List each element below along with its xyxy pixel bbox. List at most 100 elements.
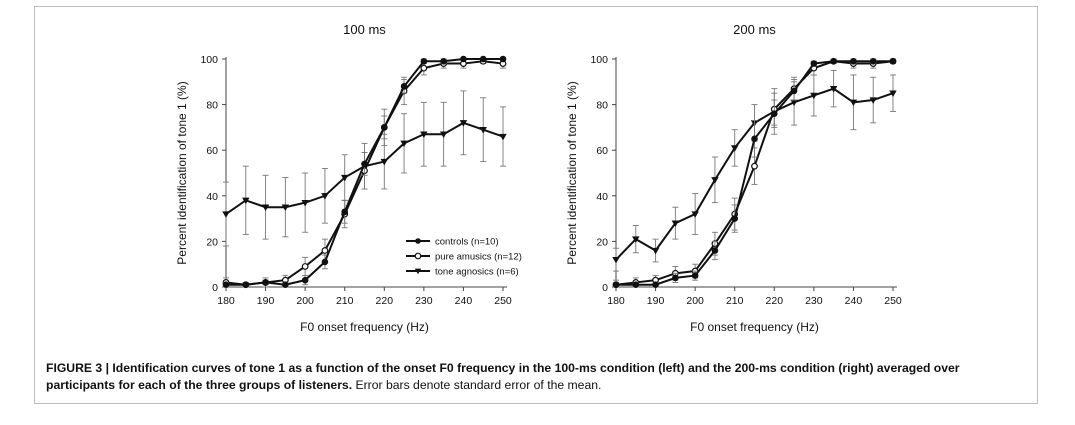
data-point	[672, 274, 679, 282]
x-tick-label: 250	[884, 295, 902, 307]
data-point	[321, 258, 329, 266]
y-axis-label: Percent identification of tone 1 (%)	[175, 81, 189, 264]
data-point	[829, 85, 838, 93]
caption-label: FIGURE 3 |	[46, 361, 113, 375]
legend-label: controls (n=10)	[435, 237, 499, 248]
data-point	[691, 211, 699, 218]
x-tick-label: 250	[494, 295, 512, 307]
data-point	[869, 97, 877, 104]
data-point	[612, 281, 620, 289]
y-tick-label: 40	[596, 191, 608, 203]
y-tick-label: 100	[200, 54, 218, 66]
x-tick-label: 190	[647, 295, 665, 307]
figure-caption: FIGURE 3 | Identification curves of tone…	[46, 360, 1026, 394]
chart-panel-1: 100 ms 0 20 40 60 80 100 180 190 200 210 220 230 240 2…	[175, 22, 522, 334]
data-point	[222, 281, 230, 289]
data-point	[632, 281, 640, 289]
data-point	[810, 92, 818, 100]
data-point	[281, 204, 290, 212]
data-point	[460, 55, 467, 63]
y-tick-label: 60	[596, 145, 608, 157]
x-tick-label: 230	[805, 295, 823, 307]
data-point	[499, 55, 507, 63]
x-tick-label: 180	[607, 295, 625, 307]
x-axis-label: F0 onset frequency (Hz)	[690, 320, 819, 334]
data-point	[301, 199, 309, 207]
data-point	[242, 197, 250, 205]
data-point	[731, 215, 739, 222]
data-point	[420, 64, 428, 72]
data-point	[242, 281, 250, 289]
caption-bold-text: Identification curves of tone 1 as a fun…	[46, 361, 960, 392]
data-point	[730, 145, 739, 152]
data-point	[400, 83, 408, 90]
legend-marker	[415, 238, 421, 244]
data-point	[651, 247, 660, 255]
data-point	[282, 281, 289, 289]
data-point	[439, 131, 448, 139]
data-point	[301, 276, 309, 284]
data-point	[869, 57, 877, 65]
data-point	[652, 281, 659, 289]
data-point	[361, 160, 368, 168]
legend: controls (n=10) pure amusics (n=12) tone a…	[406, 237, 522, 278]
series-0	[612, 57, 897, 289]
x-tick-label: 180	[217, 295, 235, 307]
data-point	[321, 193, 329, 200]
chart-title: 200 ms	[733, 22, 776, 37]
data-point	[711, 247, 719, 254]
data-point	[671, 220, 680, 227]
data-point	[770, 110, 778, 118]
data-point	[850, 57, 857, 65]
data-point	[400, 140, 408, 148]
x-tick-label: 210	[726, 295, 744, 307]
x-tick-label: 240	[455, 295, 473, 307]
caption-normal-text: Error bars denote standard error of the …	[352, 378, 602, 392]
x-tick-label: 220	[766, 295, 784, 307]
y-axis-label: Percent identification of tone 1 (%)	[565, 81, 579, 264]
figure-frame	[34, 6, 1038, 404]
data-point	[222, 211, 230, 218]
data-point	[321, 247, 329, 254]
data-point	[380, 158, 389, 166]
y-tick-label: 20	[206, 236, 218, 248]
chart-panel-2: 200 ms 0 20 40 60 80 100 180 190 200 210 220 230 240 2…	[565, 22, 902, 334]
y-tick-label: 0	[212, 282, 218, 294]
y-tick-label: 100	[590, 54, 608, 66]
x-tick-label: 200	[296, 295, 314, 307]
data-point	[790, 87, 798, 95]
y-tick-label: 40	[206, 191, 218, 203]
data-point	[632, 236, 640, 243]
data-point	[711, 177, 719, 184]
data-point	[380, 124, 388, 131]
x-tick-label: 230	[415, 295, 433, 307]
x-axis-label: F0 onset frequency (Hz)	[300, 320, 429, 334]
y-tick-label: 60	[206, 145, 218, 157]
data-point	[751, 162, 758, 170]
x-tick-label: 210	[336, 295, 354, 307]
data-point	[262, 279, 269, 286]
data-point	[612, 256, 620, 264]
y-tick-label: 80	[596, 100, 608, 112]
data-point	[420, 131, 428, 139]
x-tick-label: 190	[257, 295, 275, 307]
data-point	[751, 135, 758, 143]
data-point	[479, 55, 487, 63]
data-point	[301, 263, 309, 270]
y-tick-label: 20	[596, 236, 608, 248]
data-point	[810, 60, 818, 67]
data-point	[889, 90, 897, 98]
data-point	[340, 174, 349, 182]
data-point	[691, 272, 699, 279]
legend-marker	[414, 252, 422, 260]
x-tick-label: 220	[376, 295, 394, 307]
legend-label: tone agnosics (n=6)	[435, 267, 519, 278]
data-point	[459, 120, 468, 127]
x-tick-label: 200	[686, 295, 704, 307]
data-point	[889, 57, 897, 65]
data-point	[341, 208, 349, 216]
y-tick-label: 0	[602, 282, 608, 294]
legend-marker	[414, 268, 422, 275]
legend-label: pure amusics (n=12)	[435, 252, 522, 263]
